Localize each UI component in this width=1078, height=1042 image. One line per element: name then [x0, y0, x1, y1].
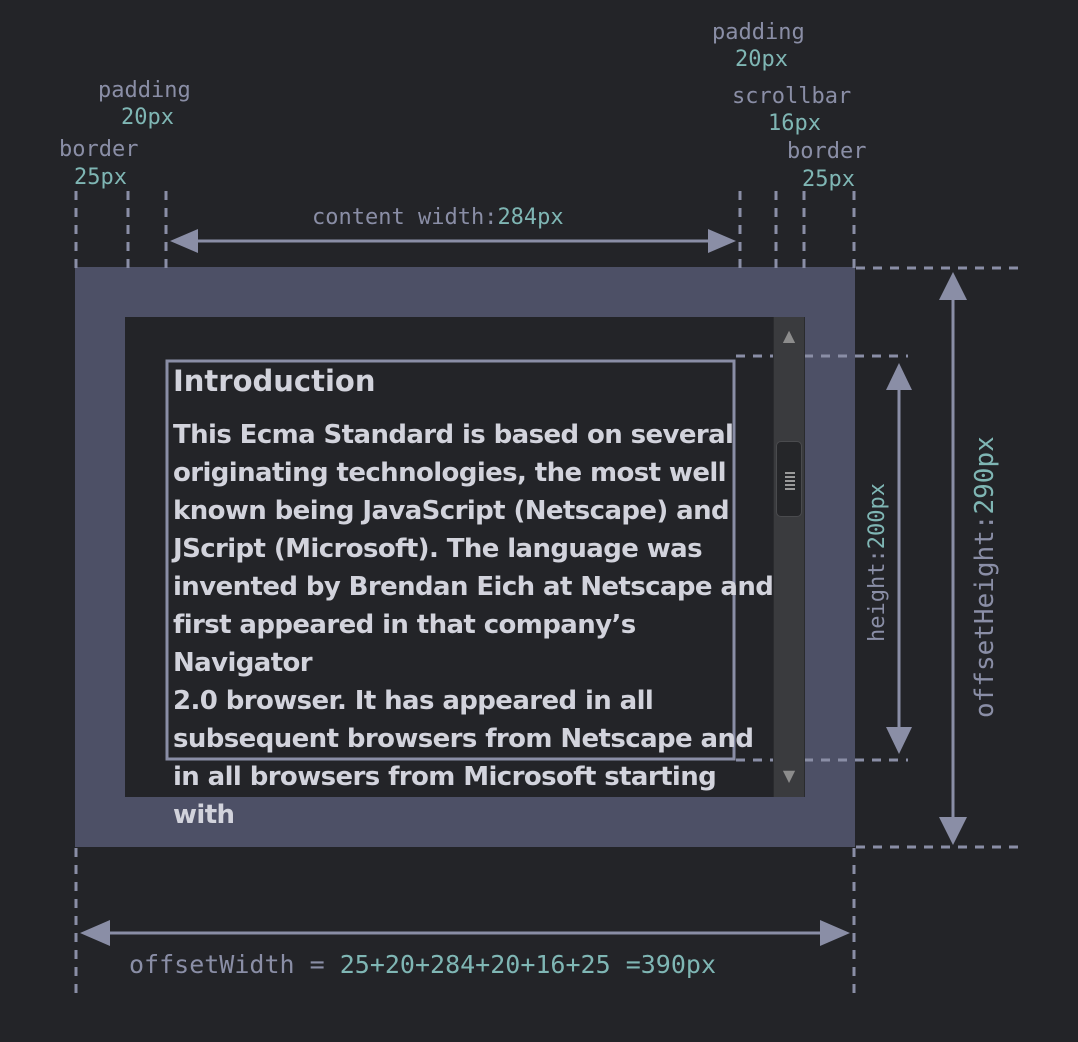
scroll-down-icon[interactable]: ▼	[782, 766, 796, 785]
content-line: known being JavaScript (Netscape) and	[173, 496, 730, 526]
arrowhead-right	[708, 229, 736, 253]
border-right-label: border	[787, 139, 866, 164]
scrollable-content: Introduction This Ecma Standard is based…	[173, 362, 783, 834]
scrollbar[interactable]: ▲ ▼	[773, 317, 805, 797]
padding-left-label: padding	[98, 78, 191, 103]
content-line: This Ecma Standard is based on several	[173, 420, 734, 450]
arrowhead-down	[939, 817, 967, 845]
arrowhead-down	[886, 727, 912, 754]
grip-line	[785, 488, 795, 490]
content-line: JScript (Microsoft). The language was	[173, 534, 703, 564]
arrowhead-left	[80, 920, 110, 946]
content-line: invented by Brendan Eich at Netscape and	[173, 572, 774, 602]
arrowhead-up	[939, 272, 967, 300]
border-left-value: 25px	[74, 165, 127, 190]
offset-height-label: offsetHeight:290px	[970, 436, 1000, 718]
content-heading: Introduction	[173, 364, 376, 398]
arrowhead-up	[886, 363, 912, 390]
content-line: in all browsers from Microsoft starting	[173, 762, 717, 792]
content-line: originating technologies, the most well	[173, 458, 727, 488]
height-label: height:200px	[865, 483, 890, 642]
element-padding-area	[125, 317, 805, 797]
grip-line	[785, 476, 795, 478]
grip-line	[785, 480, 795, 482]
padding-left-value: 20px	[121, 105, 174, 130]
grip-line	[785, 472, 795, 474]
padding-right-value: 20px	[735, 47, 788, 72]
scrollbar-label: scrollbar	[732, 84, 851, 109]
content-paragraph: This Ecma Standard is based on several o…	[173, 416, 783, 834]
content-line: with	[173, 800, 235, 830]
scrollbar-value: 16px	[768, 111, 821, 136]
content-width-label: content width:284px	[312, 205, 564, 230]
content-box-outline	[165, 359, 736, 761]
border-left-label: border	[59, 137, 138, 162]
offset-width-label: offsetWidth = 25+20+284+20+16+25 =390px	[129, 950, 716, 979]
content-line: subsequent browsers from Netscape and	[173, 724, 754, 754]
border-right-value: 25px	[802, 167, 855, 192]
arrowhead-right	[820, 920, 850, 946]
grip-line	[785, 484, 795, 486]
content-line: first appeared in that company’s Navigat…	[173, 610, 636, 678]
arrowhead-left	[170, 229, 198, 253]
content-line: 2.0 browser. It has appeared in all	[173, 686, 654, 716]
padding-right-label: padding	[712, 20, 805, 45]
scroll-up-icon[interactable]: ▲	[782, 326, 796, 345]
scrollbar-thumb[interactable]	[776, 441, 802, 517]
